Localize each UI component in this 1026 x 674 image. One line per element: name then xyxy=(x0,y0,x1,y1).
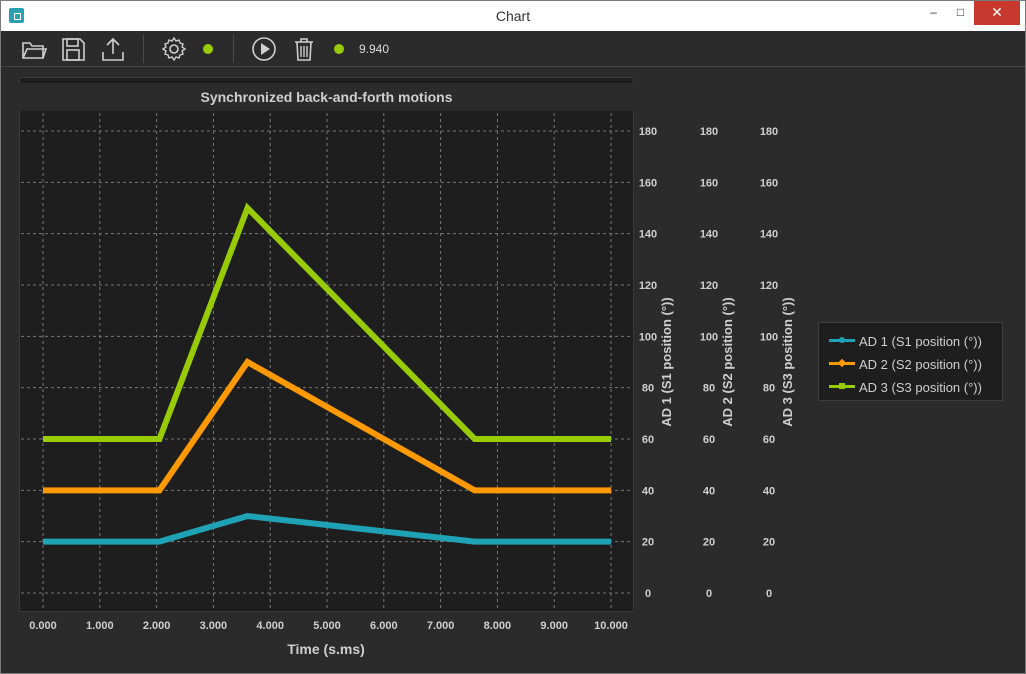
x-tick-label: 4.000 xyxy=(256,620,284,632)
toolbar-separator xyxy=(143,35,144,63)
title-bar[interactable]: Chart – □ ✕ xyxy=(1,1,1025,31)
y-tick-label: 60 xyxy=(642,434,654,446)
export-icon[interactable] xyxy=(99,35,127,63)
minimize-button[interactable]: – xyxy=(930,5,937,19)
y-tick-label: 100 xyxy=(639,331,657,343)
y-tick-label: 120 xyxy=(639,280,657,292)
x-tick-label: 1.000 xyxy=(86,620,114,632)
y-tick-label: 60 xyxy=(703,434,715,446)
legend-label: AD 2 (S2 position (°)) xyxy=(859,357,982,372)
chart-legend: AD 1 (S1 position (°)) AD 2 (S2 position … xyxy=(818,322,1003,401)
x-tick-label: 5.000 xyxy=(313,620,341,632)
legend-item-ad-2[interactable]: AD 2 (S2 position (°)) xyxy=(827,354,1002,374)
x-tick-label: 6.000 xyxy=(370,620,398,632)
y-axis-label: AD 1 (S1 position (°)) xyxy=(659,297,674,426)
y-tick-label: 180 xyxy=(700,126,718,138)
y-tick-label: 100 xyxy=(700,331,718,343)
legend-marker-swatch xyxy=(837,358,847,368)
recording-indicator xyxy=(334,44,344,54)
y-tick-label: 100 xyxy=(760,331,778,343)
y-tick-label: 0 xyxy=(645,588,651,600)
time-readout: 9.940 xyxy=(359,42,390,56)
y-tick-label: 180 xyxy=(760,126,778,138)
y-tick-label: 80 xyxy=(763,383,775,395)
y-tick-label: 20 xyxy=(703,537,715,549)
trash-icon[interactable] xyxy=(290,35,318,63)
legend-marker-swatch xyxy=(839,337,845,343)
y-tick-label: 80 xyxy=(703,383,715,395)
y-tick-label: 120 xyxy=(760,280,778,292)
x-tick-label: 9.000 xyxy=(540,620,568,632)
legend-label: AD 3 (S3 position (°)) xyxy=(859,380,982,395)
close-button[interactable]: ✕ xyxy=(974,1,1020,25)
y-tick-label: 80 xyxy=(642,383,654,395)
toolbar-separator xyxy=(233,35,234,63)
y-tick-label: 120 xyxy=(700,280,718,292)
y-tick-label: 0 xyxy=(706,588,712,600)
legend-item-ad-1[interactable]: AD 1 (S1 position (°)) xyxy=(827,331,1002,351)
y-tick-label: 20 xyxy=(763,537,775,549)
legend-item-ad-3[interactable]: AD 3 (S3 position (°)) xyxy=(827,377,1002,397)
settings-icon[interactable] xyxy=(160,35,188,63)
open-folder-icon[interactable] xyxy=(20,35,48,63)
app-icon xyxy=(9,8,24,23)
y-axis-label: AD 2 (S2 position (°)) xyxy=(720,297,735,426)
x-tick-label: 2.000 xyxy=(143,620,171,632)
y-tick-label: 20 xyxy=(642,537,654,549)
x-tick-label: 3.000 xyxy=(200,620,228,632)
y-tick-label: 160 xyxy=(700,177,718,189)
legend-marker-swatch xyxy=(839,383,845,389)
play-icon[interactable] xyxy=(250,35,278,63)
y-tick-label: 40 xyxy=(763,485,775,497)
window-title: Chart xyxy=(495,8,531,24)
y-tick-label: 60 xyxy=(763,434,775,446)
x-tick-label: 8.000 xyxy=(484,620,512,632)
y-tick-label: 40 xyxy=(703,485,715,497)
y-tick-label: 160 xyxy=(760,177,778,189)
y-tick-label: 180 xyxy=(639,126,657,138)
y-tick-label: 40 xyxy=(642,485,654,497)
toolbar: 9.940 xyxy=(1,31,1025,67)
y-tick-label: 160 xyxy=(639,177,657,189)
save-icon[interactable] xyxy=(59,35,87,63)
legend-label: AD 1 (S1 position (°)) xyxy=(859,334,982,349)
x-tick-label: 0.000 xyxy=(29,620,57,632)
y-tick-label: 140 xyxy=(639,229,657,241)
maximize-button[interactable]: □ xyxy=(956,5,965,19)
y-tick-label: 140 xyxy=(760,229,778,241)
y-axis-label: AD 3 (S3 position (°)) xyxy=(780,297,795,426)
x-tick-label: 7.000 xyxy=(427,620,455,632)
x-tick-label: 10.000 xyxy=(594,620,628,632)
chart-title: Synchronized back-and-forth motions xyxy=(19,83,634,111)
y-tick-label: 0 xyxy=(766,588,772,600)
y-tick-label: 140 xyxy=(700,229,718,241)
x-axis-label: Time (s.ms) xyxy=(287,641,365,657)
status-indicator xyxy=(203,44,213,54)
